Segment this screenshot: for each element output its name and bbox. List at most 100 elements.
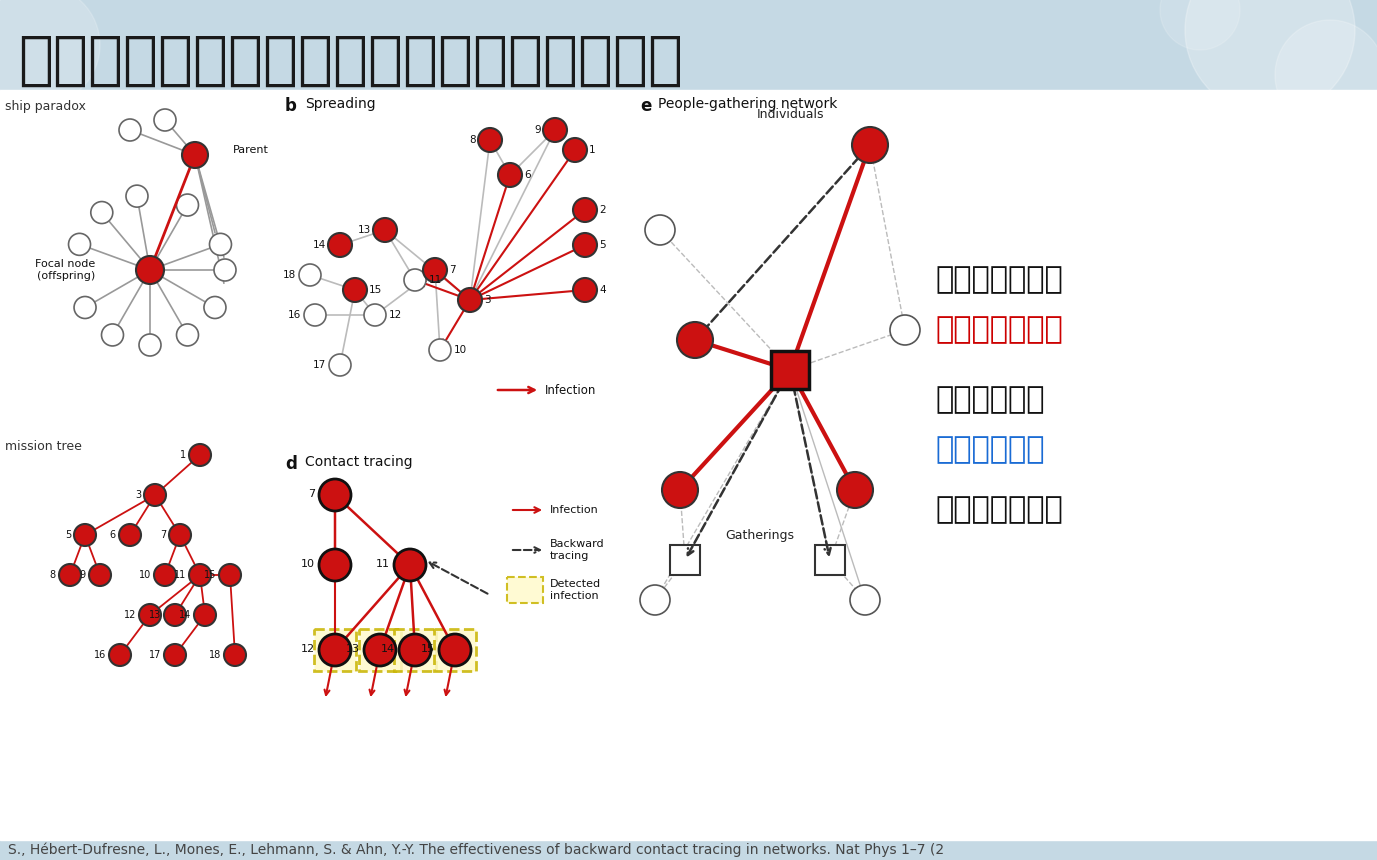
Text: 9: 9 bbox=[80, 570, 85, 580]
Circle shape bbox=[1159, 0, 1241, 50]
Text: People-gathering network: People-gathering network bbox=[658, 97, 837, 111]
Circle shape bbox=[74, 297, 96, 318]
Text: 4: 4 bbox=[599, 285, 606, 295]
Bar bbox=[771, 351, 810, 389]
Circle shape bbox=[423, 258, 448, 282]
Text: 反向接触追踪: 反向接触追踪 bbox=[935, 385, 1045, 415]
Circle shape bbox=[1275, 20, 1377, 130]
Circle shape bbox=[430, 339, 452, 361]
Text: 15: 15 bbox=[369, 285, 383, 295]
FancyBboxPatch shape bbox=[314, 629, 357, 671]
Text: Focal node
(offspring): Focal node (offspring) bbox=[34, 259, 95, 281]
Text: 2: 2 bbox=[599, 205, 606, 215]
Text: 5: 5 bbox=[599, 240, 606, 250]
Circle shape bbox=[145, 484, 167, 506]
Circle shape bbox=[136, 256, 164, 284]
Text: 16: 16 bbox=[94, 650, 106, 660]
Circle shape bbox=[139, 604, 161, 626]
Circle shape bbox=[304, 304, 326, 326]
Circle shape bbox=[102, 324, 124, 346]
Text: 12: 12 bbox=[388, 310, 402, 320]
Text: 17: 17 bbox=[313, 360, 326, 370]
Circle shape bbox=[164, 604, 186, 626]
Circle shape bbox=[394, 549, 425, 581]
Circle shape bbox=[182, 142, 208, 168]
Circle shape bbox=[373, 218, 397, 242]
Text: Gatherings: Gatherings bbox=[726, 529, 795, 542]
Text: 1: 1 bbox=[589, 145, 596, 155]
Text: Infection: Infection bbox=[545, 384, 596, 396]
Text: 14: 14 bbox=[313, 240, 326, 250]
Circle shape bbox=[328, 233, 353, 257]
Circle shape bbox=[176, 194, 198, 216]
Text: ship paradox: ship paradox bbox=[6, 100, 85, 113]
Text: Parent: Parent bbox=[233, 145, 269, 155]
Circle shape bbox=[662, 472, 698, 508]
Text: Spreading: Spreading bbox=[304, 97, 376, 111]
Text: 相较于正向接触: 相较于正向接触 bbox=[935, 266, 1063, 294]
Circle shape bbox=[329, 354, 351, 376]
Text: （追踪传染源: （追踪传染源 bbox=[935, 435, 1045, 464]
Circle shape bbox=[640, 585, 671, 615]
Text: 18: 18 bbox=[209, 650, 220, 660]
Circle shape bbox=[319, 549, 351, 581]
Text: 3: 3 bbox=[483, 295, 490, 305]
Text: d: d bbox=[285, 455, 297, 473]
Text: 7: 7 bbox=[160, 530, 167, 540]
Circle shape bbox=[189, 444, 211, 466]
Circle shape bbox=[219, 564, 241, 586]
Text: 8: 8 bbox=[50, 570, 56, 580]
Text: 13: 13 bbox=[149, 610, 161, 620]
Circle shape bbox=[364, 304, 386, 326]
Text: 11: 11 bbox=[430, 275, 442, 285]
Text: 14: 14 bbox=[381, 644, 395, 654]
Text: 6: 6 bbox=[110, 530, 116, 540]
Text: 接触追踪在流行病防控中有至关重要的作用: 接触追踪在流行病防控中有至关重要的作用 bbox=[18, 32, 683, 89]
Text: 5: 5 bbox=[65, 530, 72, 540]
Circle shape bbox=[209, 233, 231, 255]
Text: S., Hébert-Dufresne, L., Mones, E., Lehmann, S. & Ahn, Y.-Y. The effectiveness o: S., Hébert-Dufresne, L., Mones, E., Lehm… bbox=[8, 843, 945, 857]
Bar bbox=[671, 545, 700, 575]
Text: b: b bbox=[285, 97, 297, 115]
Circle shape bbox=[118, 524, 140, 546]
FancyBboxPatch shape bbox=[359, 629, 401, 671]
Circle shape bbox=[224, 644, 246, 666]
Text: Backward
tracing: Backward tracing bbox=[549, 539, 605, 561]
Circle shape bbox=[1186, 0, 1355, 115]
Circle shape bbox=[852, 127, 888, 163]
Text: 13: 13 bbox=[358, 225, 370, 235]
Circle shape bbox=[91, 201, 113, 224]
Text: 3: 3 bbox=[135, 490, 140, 500]
Text: 18: 18 bbox=[282, 270, 296, 280]
Circle shape bbox=[439, 634, 471, 666]
Text: 13: 13 bbox=[346, 644, 359, 654]
Text: 11: 11 bbox=[174, 570, 186, 580]
Circle shape bbox=[364, 634, 397, 666]
Circle shape bbox=[319, 634, 351, 666]
Circle shape bbox=[69, 233, 91, 255]
Circle shape bbox=[850, 585, 880, 615]
Circle shape bbox=[194, 604, 216, 626]
Circle shape bbox=[319, 479, 351, 511]
Text: 14: 14 bbox=[179, 610, 191, 620]
Text: 7: 7 bbox=[449, 265, 456, 275]
Text: 16: 16 bbox=[288, 310, 302, 320]
Circle shape bbox=[164, 644, 186, 666]
Circle shape bbox=[169, 524, 191, 546]
Text: （追踪被传染者: （追踪被传染者 bbox=[935, 316, 1063, 345]
Circle shape bbox=[90, 564, 112, 586]
Text: 1: 1 bbox=[180, 450, 186, 460]
Text: 对疫情防控更有: 对疫情防控更有 bbox=[935, 495, 1063, 525]
Circle shape bbox=[176, 324, 198, 346]
Circle shape bbox=[189, 564, 211, 586]
Text: e: e bbox=[640, 97, 651, 115]
Text: 6: 6 bbox=[525, 170, 530, 180]
Circle shape bbox=[139, 334, 161, 356]
Circle shape bbox=[154, 109, 176, 131]
Circle shape bbox=[459, 288, 482, 312]
Text: Individuals: Individuals bbox=[756, 108, 823, 121]
Text: mission tree: mission tree bbox=[6, 440, 81, 453]
Text: Contact tracing: Contact tracing bbox=[304, 455, 413, 469]
Text: 10: 10 bbox=[302, 559, 315, 569]
Text: 12: 12 bbox=[124, 610, 136, 620]
